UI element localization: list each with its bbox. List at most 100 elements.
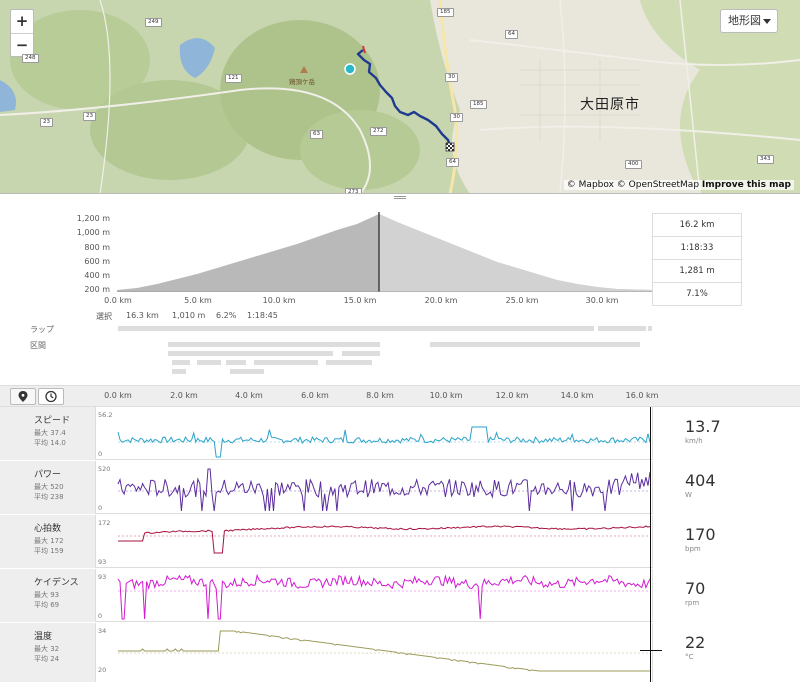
metric-row-temperature[interactable]: 温度 最大 32 平均 24 34 20 22 °C: [0, 623, 800, 682]
road-number: 273: [345, 188, 362, 193]
y-tick: 1,000 m: [76, 228, 110, 237]
segment-bar[interactable]: [168, 342, 380, 347]
axis-bottom: 0: [98, 450, 103, 458]
metric-trace: [117, 573, 651, 620]
axis-bottom: 0: [98, 504, 103, 512]
route-map[interactable]: + − 地形図 185 249 121 23 23 30 30 185 64 6…: [0, 0, 800, 194]
metric-name: 温度: [34, 632, 53, 642]
laps-label: ラップ: [30, 325, 54, 334]
metric-name: 心拍数: [34, 524, 62, 534]
metric-avg: 平均 159: [34, 547, 64, 555]
zoom-out-button[interactable]: −: [11, 33, 33, 56]
map-type-label: 地形図: [728, 14, 761, 27]
metric-unit: bpm: [685, 545, 701, 553]
x-tick: 25.0 km: [505, 296, 539, 305]
segments-label: 区間: [30, 341, 46, 350]
distance-mode-button[interactable]: [10, 388, 36, 405]
peak-label: 鶏頂ケ岳: [289, 78, 315, 86]
segment-bar[interactable]: [254, 360, 318, 365]
stat-time: 1:18:33: [652, 236, 742, 260]
location-pin-icon: [18, 391, 28, 402]
metric-unit: W: [685, 491, 692, 499]
metrics-toolbar: [0, 385, 800, 407]
metric-avg: 平均 69: [34, 601, 60, 609]
road-number: 23: [40, 118, 53, 127]
metric-max: 最大 172: [34, 537, 64, 545]
metric-name: スピード: [34, 416, 71, 426]
improve-map-link[interactable]: Improve this map: [701, 180, 791, 190]
x-tick: 0.0 km: [104, 296, 132, 305]
map-terrain: [0, 0, 800, 193]
segment-bar[interactable]: [197, 360, 221, 365]
elevation-area[interactable]: [117, 212, 653, 292]
road-number: 30: [450, 113, 463, 122]
axis-top: 93: [98, 573, 107, 581]
lap-bar[interactable]: [648, 326, 652, 331]
time-mode-button[interactable]: [38, 388, 64, 405]
metric-row-power[interactable]: パワー 最大 520 平均 238 520 0 404 W: [0, 461, 800, 514]
segment-bar[interactable]: [172, 360, 190, 365]
mapbox-link[interactable]: © Mapbox: [566, 180, 614, 190]
temperature-chart[interactable]: [96, 623, 652, 676]
lap-bar[interactable]: [118, 326, 594, 331]
distance-tick: 2.0 km: [170, 391, 198, 400]
metric-trace: [117, 426, 651, 458]
heart-rate-chart[interactable]: [96, 515, 652, 568]
lap-bar[interactable]: [598, 326, 646, 331]
segment-bar[interactable]: [226, 360, 246, 365]
metric-avg: 平均 24: [34, 655, 60, 663]
clock-icon: [45, 390, 57, 403]
map-attribution: © Mapbox © OpenStreetMap Improve this ma…: [563, 180, 794, 190]
segment-bar[interactable]: [168, 351, 333, 356]
road-number: 185: [470, 100, 487, 109]
metric-value: 404: [685, 471, 716, 490]
metric-label-panel: 心拍数 最大 172 平均 159: [0, 515, 96, 568]
road-number: 30: [445, 73, 458, 82]
zoom-in-button[interactable]: +: [15, 12, 29, 30]
segment-bar[interactable]: [230, 369, 264, 374]
map-type-dropdown[interactable]: 地形図: [720, 9, 778, 33]
segment-bar[interactable]: [172, 369, 186, 374]
mountain-peak-icon: [300, 66, 308, 73]
x-tick: 15.0 km: [343, 296, 377, 305]
metric-row-heart-rate[interactable]: 心拍数 最大 172 平均 159 172 93 170 bpm: [0, 515, 800, 568]
y-tick: 800 m: [84, 243, 110, 252]
axis-bottom: 20: [98, 666, 107, 674]
metric-value: 13.7: [685, 417, 721, 436]
power-chart[interactable]: [96, 461, 652, 514]
crosshair-icon: [640, 650, 662, 651]
distance-tick: 10.0 km: [429, 391, 463, 400]
road-number: 400: [625, 160, 642, 169]
resize-handle[interactable]: [394, 196, 406, 199]
speed-chart[interactable]: [96, 407, 652, 460]
stat-distance: 16.2 km: [652, 213, 742, 237]
distance-tick: 8.0 km: [366, 391, 394, 400]
metric-value-panel: 170 bpm: [652, 515, 800, 568]
x-tick: 30.0 km: [585, 296, 619, 305]
road-number: 343: [757, 155, 774, 164]
osm-link[interactable]: © OpenStreetMap: [616, 180, 700, 190]
metric-unit: km/h: [685, 437, 703, 445]
x-tick: 20.0 km: [424, 296, 458, 305]
cadence-chart[interactable]: [96, 569, 652, 622]
segment-bar[interactable]: [326, 360, 372, 365]
metric-row-speed[interactable]: スピード 最大 37.4 平均 14.0 56.2 0 13.7 km/h: [0, 407, 800, 460]
metric-row-cadence[interactable]: ケイデンス 最大 93 平均 69 93 0 70 rpm: [0, 569, 800, 622]
metric-trace: [117, 468, 651, 512]
road-number: 272: [370, 127, 387, 136]
distance-tick: 0.0 km: [104, 391, 132, 400]
segment-bar[interactable]: [430, 342, 640, 347]
y-tick: 1,200 m: [76, 214, 110, 223]
metric-value: 70: [685, 579, 706, 598]
segment-bar[interactable]: [342, 351, 380, 356]
metric-name: パワー: [34, 470, 62, 480]
metric-unit: °C: [685, 653, 694, 661]
distance-tick: 6.0 km: [301, 391, 329, 400]
selection-grade: 6.2%: [216, 311, 237, 320]
metric-value-panel: 22 °C: [652, 623, 800, 682]
metric-label-panel: 温度 最大 32 平均 24: [0, 623, 96, 682]
metric-value-panel: 13.7 km/h: [652, 407, 800, 460]
metric-value-panel: 404 W: [652, 461, 800, 514]
road-number: 249: [145, 18, 162, 27]
metric-max: 最大 32: [34, 645, 60, 653]
